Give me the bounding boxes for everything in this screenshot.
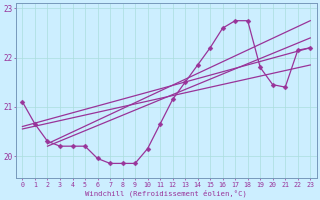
X-axis label: Windchill (Refroidissement éolien,°C): Windchill (Refroidissement éolien,°C) <box>85 189 247 197</box>
